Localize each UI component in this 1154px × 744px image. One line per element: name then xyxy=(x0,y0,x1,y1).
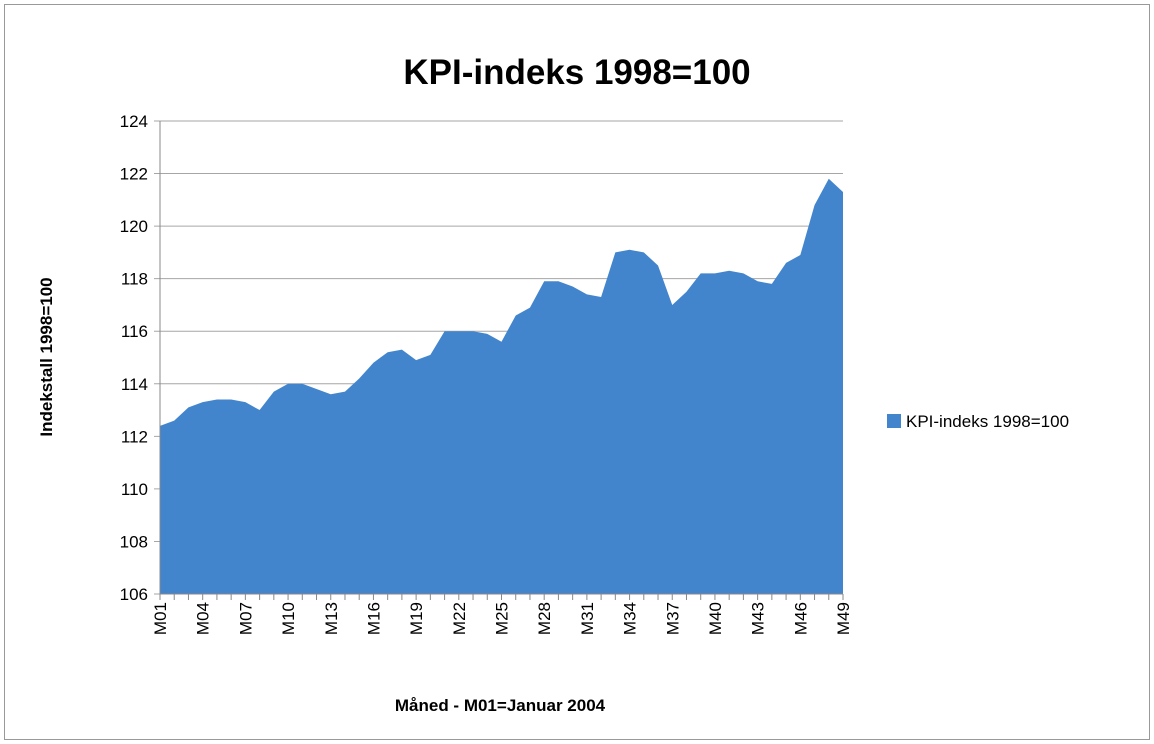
x-tick-label: M16 xyxy=(364,602,383,635)
y-tick-label: 108 xyxy=(120,532,148,551)
y-axis-title: Indekstall 1998=100 xyxy=(37,277,56,436)
y-tick-label: 106 xyxy=(120,585,148,604)
x-tick-label: M04 xyxy=(194,602,213,635)
x-tick-label: M10 xyxy=(279,602,298,635)
y-tick-label: 124 xyxy=(120,112,148,131)
y-tick-label: 116 xyxy=(121,322,148,341)
chart-title: KPI-indeks 1998=100 xyxy=(403,53,750,92)
x-tick-label: M22 xyxy=(450,602,469,635)
x-tick-label: M49 xyxy=(834,602,853,635)
x-tick-label: M07 xyxy=(236,602,255,635)
x-tick-label: M01 xyxy=(151,602,170,635)
x-tick-label: M31 xyxy=(578,602,597,635)
x-tick-label: M28 xyxy=(535,602,554,635)
area xyxy=(160,178,843,595)
x-tick-label: M25 xyxy=(493,602,512,635)
x-tick-label: M19 xyxy=(407,602,426,635)
x-axis-title: Måned - M01=Januar 2004 xyxy=(395,696,606,715)
x-tick-label: M40 xyxy=(706,602,725,635)
y-tick-label: 122 xyxy=(120,165,148,184)
y-tick-label: 118 xyxy=(121,270,148,289)
y-tick-label: 120 xyxy=(120,217,148,236)
y-tick-label: 114 xyxy=(121,375,148,394)
x-tick-label: M43 xyxy=(749,602,768,635)
x-tick-label: M13 xyxy=(322,602,341,635)
x-tick-label: M34 xyxy=(621,602,640,635)
x-tick-label: M46 xyxy=(791,602,810,635)
y-tick-label: 110 xyxy=(121,480,148,499)
legend-swatch xyxy=(887,414,901,428)
y-tick-label: 112 xyxy=(121,427,148,446)
x-tick-label: M37 xyxy=(663,602,682,635)
legend-label: KPI-indeks 1998=100 xyxy=(906,412,1069,431)
